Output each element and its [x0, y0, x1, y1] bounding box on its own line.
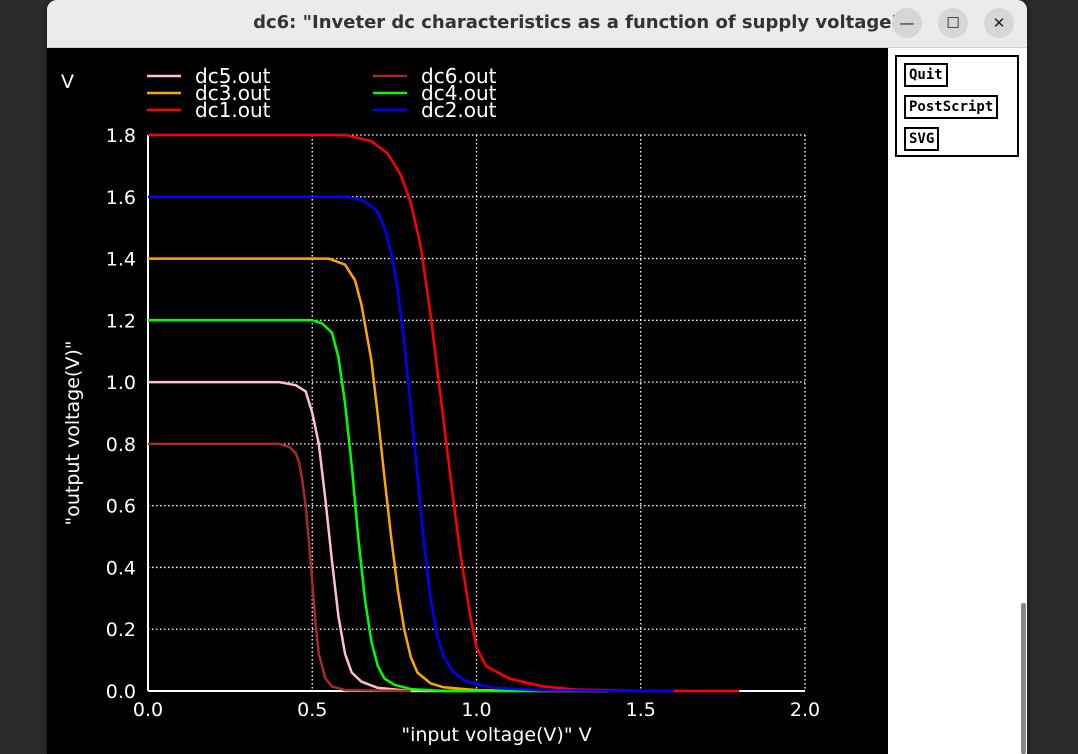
svg-button[interactable]: SVG — [904, 127, 940, 151]
series-line — [148, 319, 543, 693]
y-tick-label: 1.8 — [106, 125, 136, 147]
maximize-button[interactable]: ☐ — [938, 8, 968, 38]
series-line — [148, 195, 674, 693]
legend-label: dc2.out — [421, 98, 497, 122]
series-line — [148, 442, 411, 693]
x-tick-label: 1.5 — [626, 699, 656, 721]
x-tick-label: 0.5 — [297, 699, 327, 721]
postscript-button[interactable]: PostScript — [904, 95, 999, 119]
y-tick-label: 0.0 — [106, 681, 136, 703]
legend-label: dc6.out — [421, 64, 497, 88]
app-window: dc6: "Inveter dc characteristics as a fu… — [47, 0, 1027, 754]
legend-label: dc3.out — [195, 81, 271, 105]
quit-button[interactable]: Quit — [904, 63, 948, 87]
x-axis-label: "input voltage(V)" V — [401, 724, 591, 746]
y-tick-label: 1.4 — [106, 249, 136, 271]
series-line — [148, 133, 740, 693]
y-tick-label: 1.6 — [106, 187, 136, 209]
y-tick-label: 0.6 — [106, 496, 136, 518]
window-title: dc6: "Inveter dc characteristics as a fu… — [253, 12, 901, 33]
legend-label: dc4.out — [421, 81, 497, 105]
series-line — [148, 380, 477, 693]
chart: 0.0 0.2 0.4 0.6 0.8 1.0 1.2 1.4 1.6 1.8 0.0 0.5 1.0 1… — [61, 64, 820, 746]
y-unit-label: V — [61, 71, 74, 93]
y-axis-label: "output voltage(V)" — [62, 341, 84, 526]
y-tick-label: 0.4 — [106, 557, 136, 579]
x-tick-label: 1.0 — [461, 699, 491, 721]
scrollbar[interactable] — [1021, 603, 1026, 754]
button-panel: Quit PostScript SVG — [895, 55, 1019, 157]
x-tick-label: 2.0 — [790, 699, 820, 721]
legend-label: dc1.out — [195, 98, 271, 122]
close-button[interactable]: ✕ — [984, 8, 1014, 38]
legend-label: dc5.out — [195, 64, 271, 88]
series-line — [148, 257, 608, 693]
minimize-button[interactable]: — — [892, 8, 922, 38]
y-tick-label: 1.2 — [106, 310, 136, 332]
y-tick-label: 0.2 — [106, 619, 136, 641]
title-bar[interactable]: dc6: "Inveter dc characteristics as a fu… — [47, 0, 1027, 48]
y-tick-label: 1.0 — [106, 372, 136, 394]
plot-area: 0.0 0.2 0.4 0.6 0.8 1.0 1.2 1.4 1.6 1.8 0.0 0.5 1.0 1… — [47, 48, 888, 754]
x-tick-label: 0.0 — [133, 699, 163, 721]
y-tick-label: 0.8 — [106, 434, 136, 456]
